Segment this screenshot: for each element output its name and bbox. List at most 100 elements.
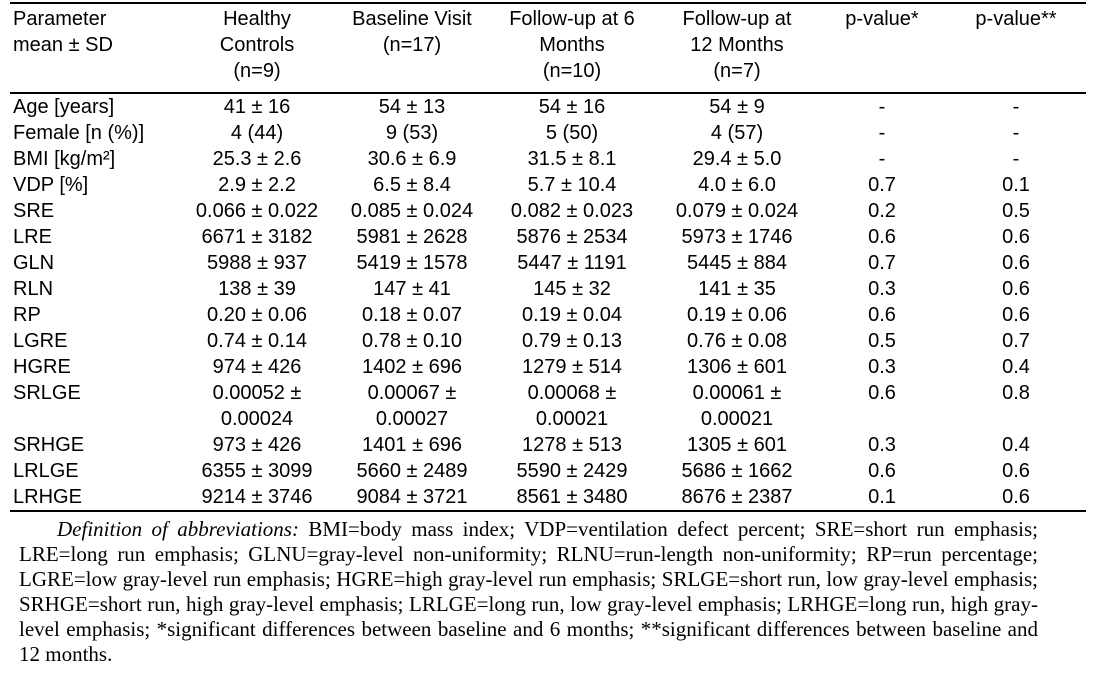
value-cell: - — [878, 148, 886, 170]
value-cell: 54 ± 9 — [709, 96, 765, 118]
table-row: BMI [kg/m²] 25.3 ± 2.6 30.6 ± 6.9 31.5 ± 8.… — [10, 146, 1086, 172]
value-cell: 4 (57) — [710, 122, 764, 144]
value-cell: 0.00052 ± 0.00024 — [212, 382, 302, 430]
value-cell: 4.0 ± 6.0 — [698, 174, 776, 196]
value-cell: 8676 ± 2387 — [656, 484, 818, 512]
value-cell: 974 ± 426 — [212, 356, 302, 378]
value-cell: 0.7 — [1002, 330, 1030, 352]
value-cell: 0.18 ± 0.07 — [362, 304, 462, 326]
value-cell: 0.4 — [1002, 356, 1030, 378]
value-cell: 0.3 — [868, 278, 896, 300]
parameter-cell: SRE — [13, 200, 55, 222]
table-row: LRLGE 6355 ± 3099 5660 ± 2489 5590 ± 2429 56… — [10, 458, 1086, 484]
value-cell: 9084 ± 3721 — [336, 484, 488, 512]
value-cell: 0.6 — [1002, 252, 1030, 274]
value-cell: 0.085 ± 0.024 — [350, 200, 474, 222]
value-cell: 0.00061 ± 0.00021 — [692, 382, 782, 430]
value-cell: 0.082 ± 0.023 — [510, 200, 634, 222]
value-cell: 8561 ± 3480 — [488, 484, 656, 512]
value-cell: 41 ± 16 — [223, 96, 291, 118]
value-cell: 30.6 ± 6.9 — [367, 148, 457, 170]
table-row: SRLGE 0.00052 ± 0.00024 0.00067 ± 0.00027 0… — [10, 380, 1086, 432]
table-header: Parameter mean ± SD Healthy Controls (n=9… — [10, 3, 1086, 94]
value-cell: 0.3 — [868, 356, 896, 378]
value-cell: 1402 ± 696 — [362, 356, 462, 378]
parameter-cell: LRE — [13, 226, 52, 248]
value-cell: 0.6 — [868, 226, 896, 248]
value-cell: 54 ± 16 — [538, 96, 606, 118]
value-cell: 4 (44) — [230, 122, 284, 144]
value-cell: 973 ± 426 — [212, 434, 302, 456]
table-row: HGRE 974 ± 426 1402 ± 696 1279 ± 514 1306 ± … — [10, 354, 1086, 380]
value-cell: 0.079 ± 0.024 — [675, 200, 799, 222]
value-cell: 0.20 ± 0.06 — [207, 304, 307, 326]
value-cell: 54 ± 13 — [378, 96, 446, 118]
value-cell: 5686 ± 1662 — [681, 460, 793, 482]
value-cell: 1401 ± 696 — [362, 434, 462, 456]
value-cell: - — [1012, 96, 1020, 118]
parameter-cell: RLN — [13, 278, 54, 300]
value-cell: 5445 ± 884 — [687, 252, 787, 274]
value-cell: 0.78 ± 0.10 — [362, 330, 462, 352]
table-row: Age [years] 41 ± 16 54 ± 13 54 ± 16 54 ± 9 - - — [10, 93, 1086, 120]
column-header-p-value-6m: p-value* — [818, 3, 946, 94]
value-cell: 5660 ± 2489 — [356, 460, 468, 482]
value-cell: 9 (53) — [385, 122, 439, 144]
column-header-p-value-12m: p-value** — [946, 3, 1086, 94]
footnote-text: BMI=body mass index; VDP=ventilation def… — [19, 517, 1038, 666]
value-cell: 6355 ± 3099 — [201, 460, 313, 482]
value-cell: 0.6 — [868, 304, 896, 326]
value-cell: 0.6 — [868, 460, 896, 482]
parameter-cell: SRHGE — [13, 434, 85, 456]
value-cell: 0.6 — [946, 484, 1086, 512]
value-cell: 0.6 — [1002, 460, 1030, 482]
value-cell: 138 ± 39 — [218, 278, 296, 300]
column-header-healthy-controls: Healthy Controls (n=9) — [178, 3, 336, 94]
value-cell: 0.74 ± 0.14 — [207, 330, 307, 352]
value-cell: 9214 ± 3746 — [178, 484, 336, 512]
value-cell: 0.6 — [1002, 304, 1030, 326]
results-table: Parameter mean ± SD Healthy Controls (n=9… — [10, 2, 1086, 512]
value-cell: 0.066 ± 0.022 — [195, 200, 319, 222]
value-cell: 0.4 — [1002, 434, 1030, 456]
column-header-baseline-visit: Baseline Visit (n=17) — [336, 3, 488, 94]
table-row: GLN 5988 ± 937 5419 ± 1578 5447 ± 1191 5445 … — [10, 250, 1086, 276]
table-row: SRE 0.066 ± 0.022 0.085 ± 0.024 0.082 ± 0.0… — [10, 198, 1086, 224]
value-cell: 5973 ± 1746 — [681, 226, 793, 248]
table-row: LGRE 0.74 ± 0.14 0.78 ± 0.10 0.79 ± 0.13 0.7… — [10, 328, 1086, 354]
parameter-cell: RP — [13, 304, 41, 326]
table-body: Age [years] 41 ± 16 54 ± 13 54 ± 16 54 ± 9 - -… — [10, 93, 1086, 512]
header-row: Parameter mean ± SD Healthy Controls (n=9… — [10, 3, 1086, 94]
footnote-definition-label: Definition of abbreviations: — [57, 517, 299, 541]
value-cell: 0.3 — [868, 434, 896, 456]
value-cell: 0.79 ± 0.13 — [522, 330, 622, 352]
parameter-cell: LGRE — [13, 330, 68, 352]
value-cell: 0.1 — [818, 484, 946, 512]
value-cell: 1306 ± 601 — [687, 356, 787, 378]
value-cell: 0.00067 ± 0.00027 — [367, 382, 457, 430]
parameter-cell: LRLGE — [13, 460, 79, 482]
value-cell: 5.7 ± 10.4 — [527, 174, 617, 196]
value-cell: 5419 ± 1578 — [356, 252, 468, 274]
value-cell: 25.3 ± 2.6 — [212, 148, 302, 170]
table-row: LRE 6671 ± 3182 5981 ± 2628 5876 ± 2534 5973… — [10, 224, 1086, 250]
column-header-followup-6-months: Follow-up at 6 Months (n=10) — [488, 3, 656, 94]
value-cell: 147 ± 41 — [373, 278, 451, 300]
parameter-cell: Female [n (%)] — [13, 122, 145, 144]
table-row: Female [n (%)] 4 (44) 9 (53) 5 (50) 4 (57) - - — [10, 120, 1086, 146]
value-cell: 0.7 — [868, 252, 896, 274]
value-cell: 0.6 — [1002, 226, 1030, 248]
table-row: VDP [%] 2.9 ± 2.2 6.5 ± 8.4 5.7 ± 10.4 4.0 ±… — [10, 172, 1086, 198]
value-cell: 0.1 — [1002, 174, 1030, 196]
value-cell: 5981 ± 2628 — [356, 226, 468, 248]
table-row: RP 0.20 ± 0.06 0.18 ± 0.07 0.19 ± 0.04 0.19 … — [10, 302, 1086, 328]
parameter-cell: BMI [kg/m²] — [13, 148, 116, 170]
value-cell: 0.76 ± 0.08 — [687, 330, 787, 352]
value-cell: 5447 ± 1191 — [517, 252, 627, 274]
table-footnote: Definition of abbreviations: BMI=body ma… — [19, 517, 1038, 667]
parameter-cell: LRHGE — [10, 484, 178, 512]
parameter-cell: GLN — [13, 252, 55, 274]
value-cell: 0.6 — [868, 382, 896, 404]
parameter-cell: HGRE — [13, 356, 71, 378]
value-cell: 145 ± 32 — [533, 278, 611, 300]
